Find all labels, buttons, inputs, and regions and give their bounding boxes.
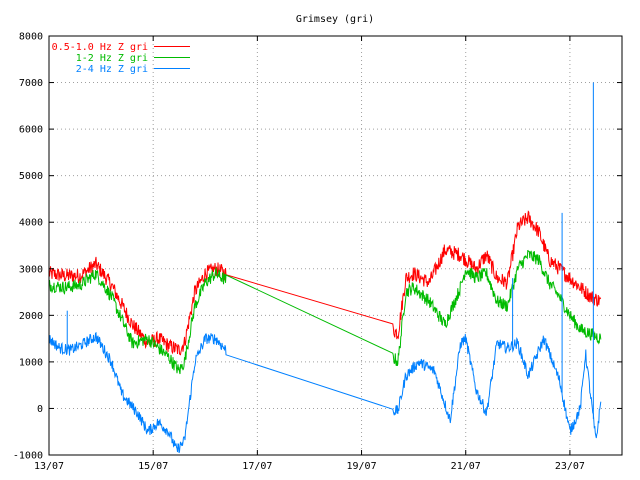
y-tick-label: 5000 <box>19 171 43 182</box>
y-tick-label: 8000 <box>19 32 43 43</box>
chart-title: Grimsey (gri) <box>296 14 374 25</box>
y-tick-label: 1000 <box>19 357 43 368</box>
legend-label: 0.5-1.0 Hz Z gri <box>52 42 148 53</box>
y-tick-label: 6000 <box>19 125 43 136</box>
axis-ticks: -1000 0 1000 2000 3000 4000 5000 6000 7000 8000 13… <box>13 32 622 472</box>
x-tick-label: 15/07 <box>138 461 168 472</box>
series-line <box>48 210 602 356</box>
legend-label: 2-4 Hz Z gri <box>76 64 148 75</box>
x-tick-label: 21/07 <box>451 461 481 472</box>
x-tick-label: 19/07 <box>346 461 376 472</box>
series-line <box>48 331 602 454</box>
y-tick-label: 7000 <box>19 78 43 89</box>
y-tick-label: 4000 <box>19 218 43 229</box>
y-tick-label: 0 <box>37 404 43 415</box>
y-tick-label: 2000 <box>19 311 43 322</box>
x-tick-label: 13/07 <box>34 461 64 472</box>
y-tick-label: -1000 <box>13 451 43 462</box>
legend-label: 1-2 Hz Z gri <box>76 53 148 64</box>
x-tick-label: 17/07 <box>242 461 272 472</box>
x-tick-label: 23/07 <box>555 461 585 472</box>
plot-frame <box>48 35 623 456</box>
grid-lines <box>49 36 622 455</box>
y-tick-label: 3000 <box>19 264 43 275</box>
series-lines <box>48 82 602 454</box>
series-line <box>48 249 602 375</box>
